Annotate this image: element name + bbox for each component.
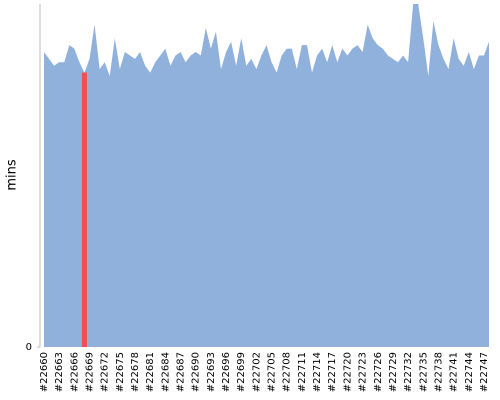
x-tick-label: #22720 xyxy=(342,352,353,392)
x-tick-label: #22660 xyxy=(39,352,50,392)
x-tick-label: #22726 xyxy=(373,352,384,392)
x-tick-label: #22675 xyxy=(115,352,126,392)
area xyxy=(44,4,489,347)
x-tick-label: #22738 xyxy=(433,352,444,392)
x-tick-label: #22708 xyxy=(282,352,293,392)
x-tick-label: #22663 xyxy=(54,352,65,392)
x-tick-label: #22705 xyxy=(267,352,278,392)
x-tick-label: #22666 xyxy=(69,352,80,392)
x-tick-label: #22723 xyxy=(358,352,369,392)
x-tick-label: #22669 xyxy=(85,352,96,392)
x-tick-label: #22741 xyxy=(449,352,460,392)
x-tick-label: #22690 xyxy=(191,352,202,392)
x-tick-label: #22687 xyxy=(176,352,187,392)
x-tick-label: #22744 xyxy=(464,352,475,392)
x-tick-label: #22672 xyxy=(100,352,111,392)
y-tick-label: 0 xyxy=(26,342,32,353)
x-tick-label: #22711 xyxy=(297,352,308,392)
x-tick-label: #22747 xyxy=(479,352,490,392)
x-tick-label: #22735 xyxy=(418,352,429,392)
x-tick-label: #22732 xyxy=(403,352,414,392)
x-tick-label: #22729 xyxy=(388,352,399,392)
x-tick-label: #22684 xyxy=(160,352,171,392)
x-tick-label: #22678 xyxy=(130,352,141,392)
x-tick-label: #22717 xyxy=(327,352,338,392)
x-tick-label: #22699 xyxy=(236,352,247,392)
x-tick-label: #22696 xyxy=(221,352,232,392)
x-tick-label: #22693 xyxy=(206,352,217,392)
x-tick-label: #22702 xyxy=(251,352,262,392)
x-tick-label: #22681 xyxy=(145,352,156,392)
y-axis-label: mins xyxy=(5,159,20,191)
x-tick-label: #22714 xyxy=(312,352,323,392)
highlight-bar xyxy=(81,72,87,347)
